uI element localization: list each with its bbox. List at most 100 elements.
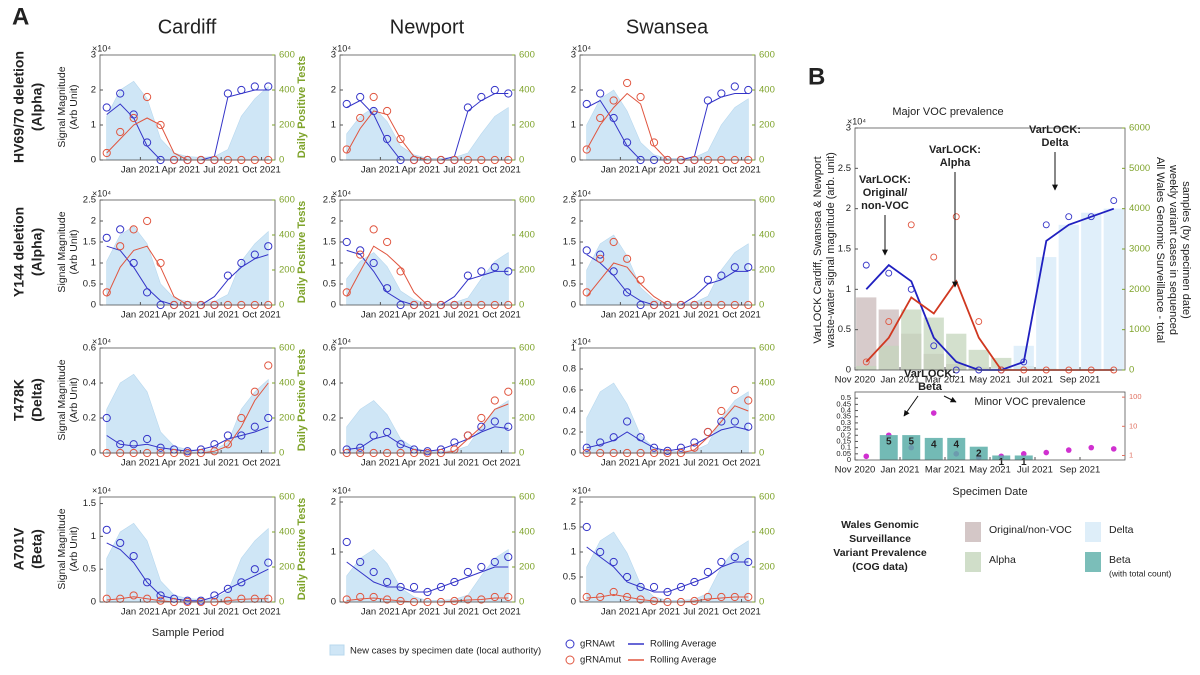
rolling-average-line [106, 426, 269, 452]
data-point [730, 263, 739, 272]
data-point [636, 582, 645, 592]
beta-bar [879, 435, 898, 460]
data-point [383, 284, 392, 293]
x-tick-label: Nov 2020 [835, 375, 876, 386]
data-point [129, 591, 138, 600]
y2-tick-label: 600 [519, 343, 535, 354]
data-point [396, 582, 405, 592]
y2-tick-label: 200 [759, 120, 775, 131]
beta-point [1110, 446, 1117, 452]
bar-count-label: 4 [953, 440, 959, 451]
x-tick-label: Sep 2021 [1060, 465, 1101, 476]
data-point [463, 431, 472, 440]
data-point [250, 250, 259, 259]
y-tick-label: 0.5 [83, 564, 96, 575]
data-point [623, 78, 632, 88]
row-label: (Beta) [29, 529, 45, 569]
y-tick-label: 0 [331, 300, 336, 311]
y-tick-label: 3 [846, 123, 851, 134]
x-tick-label: Apr 2021 [161, 310, 200, 321]
y-tick-label: 1 [91, 120, 96, 131]
data-point [463, 567, 472, 577]
data-point [156, 591, 165, 600]
y-tick-label: 2.5 [83, 195, 96, 206]
y-tick-label: 2.5 [563, 195, 576, 206]
y2-tick-label: 400 [759, 85, 775, 96]
data-point [623, 592, 632, 602]
data-point [210, 447, 219, 456]
data-point [156, 120, 165, 130]
y2-axis-label: Daily Positive Tests [296, 498, 308, 601]
data-point [477, 413, 486, 423]
data-point [409, 582, 419, 592]
y-axis-label: Signal Magnitude [56, 66, 68, 147]
data-point [383, 134, 392, 144]
cases-area [346, 548, 509, 603]
data-point [582, 145, 591, 154]
data-point [862, 261, 870, 269]
bar-count-label: 2 [976, 448, 982, 459]
data-point [504, 552, 513, 562]
data-point [143, 288, 152, 297]
y2-tick-label: 6000 [1129, 123, 1150, 134]
y2-tick-label: 400 [519, 527, 535, 538]
data-point [102, 413, 111, 423]
y2-tick-label: 0 [279, 448, 284, 459]
variant-bar [901, 309, 922, 370]
bar-count-label: 4 [931, 440, 937, 451]
y2-tick-label: 0 [279, 300, 284, 311]
y2-tick-label: 200 [279, 562, 295, 573]
data-point [423, 587, 432, 597]
data-point [356, 557, 365, 567]
data-point [143, 578, 152, 587]
data-point [952, 213, 960, 221]
y-tick-label: 0.3 [841, 418, 851, 427]
legend-title: Wales Genomic [841, 519, 919, 531]
data-point [596, 547, 605, 557]
y-multiplier: ×10⁴ [572, 43, 591, 53]
x-tick-label: Jul 2021 [443, 310, 479, 321]
panel-label: A [12, 3, 29, 30]
y2-tick-label: 0 [519, 597, 524, 608]
data-point [582, 288, 591, 297]
y-multiplier: ×10⁴ [847, 116, 866, 126]
y2-tick-label: 600 [279, 343, 295, 354]
data-point [477, 92, 486, 102]
data-point [129, 113, 138, 123]
data-point [623, 288, 632, 297]
data-point [663, 587, 672, 597]
data-point [623, 572, 632, 582]
y-tick-label: 2 [331, 497, 336, 508]
x-tick-label: Oct 2021 [482, 310, 521, 321]
data-point [264, 558, 273, 567]
plot-frame [99, 347, 276, 454]
data-point [676, 582, 686, 592]
annotation: Original/ [863, 187, 908, 199]
x-tick-label: Mar 2021 [925, 465, 965, 476]
data-point [690, 438, 699, 447]
plot-frame [339, 199, 516, 306]
legend-title: Variant Prevalence [833, 547, 927, 559]
row-label: HV69/70 deletion [11, 51, 27, 163]
variant-bar [856, 365, 877, 370]
data-point [356, 113, 365, 123]
chart-title: Minor VOC prevalence [974, 396, 1085, 408]
data-point [1110, 197, 1118, 205]
beta-bar [902, 435, 921, 460]
data-point [717, 89, 726, 98]
data-point [450, 596, 459, 606]
column-title: Cardiff [158, 16, 217, 38]
y-tick-label: 1 [91, 258, 96, 269]
y2-tick-label: 0 [279, 597, 284, 608]
y-tick-label: 2 [91, 85, 96, 96]
cases-area [106, 522, 269, 603]
y2-tick-label: 2000 [1129, 284, 1150, 295]
annotation: VarLOCK: [859, 174, 911, 186]
data-point [156, 443, 165, 452]
variant-bar [1103, 208, 1124, 370]
data-point [623, 138, 632, 147]
data-point [102, 148, 111, 158]
y-tick-label: 0.5 [563, 279, 576, 290]
y2-tick-label: 400 [519, 85, 535, 96]
x-tick-label: Jul 2021 [443, 458, 479, 469]
